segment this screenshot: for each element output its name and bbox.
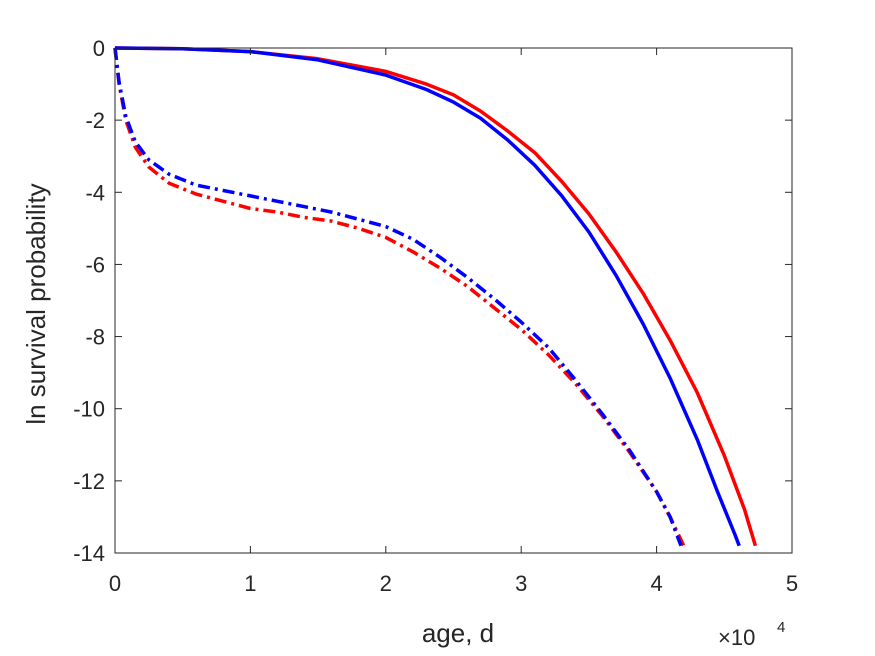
x-exponent-label: ×10	[718, 625, 755, 650]
x-tick-label: 5	[786, 571, 798, 596]
axis-ticks: 0 1 2 3 4 5 0 -2 -4 -6 -8 -10 -12 -14	[73, 36, 798, 596]
x-tick-label: 2	[380, 571, 392, 596]
y-tick-label: -12	[73, 469, 105, 494]
x-tick-label: 0	[109, 571, 121, 596]
x-tick-label: 4	[650, 571, 662, 596]
y-axis-label: ln survival probability	[21, 183, 51, 424]
x-tick-label: 1	[244, 571, 256, 596]
plot-lines	[113, 46, 758, 547]
y-tick-label: 0	[93, 36, 105, 61]
y-tick-label: -14	[73, 541, 105, 566]
series-line-4	[113, 47, 683, 547]
y-tick-label: -8	[85, 325, 105, 350]
y-tick-label: -6	[85, 252, 105, 277]
x-exponent-power: 4	[777, 619, 785, 636]
y-tick-label: -4	[85, 180, 105, 205]
x-axis-label: age, d	[422, 618, 494, 648]
series-line-2	[114, 46, 741, 547]
axes-box	[114, 47, 793, 554]
x-tick-label: 3	[515, 571, 527, 596]
y-tick-label: -10	[73, 397, 105, 422]
y-tick-label: -2	[85, 108, 105, 133]
